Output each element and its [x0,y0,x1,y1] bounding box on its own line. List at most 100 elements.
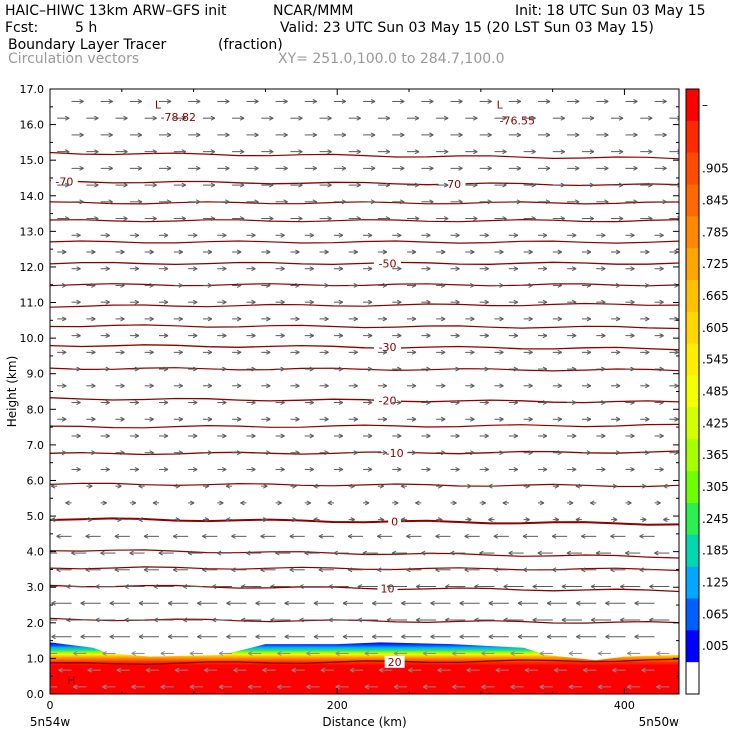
colorbar-swatch [686,598,699,631]
vector-head [481,684,486,690]
vector-head [210,149,216,155]
vector-head [117,483,122,489]
vector-head [251,366,256,372]
axes: 0.0 1.0 2.0 3.0 4.0 5.0 6.0 7.0 8.0 9.0 10.0 11.0 12… [5,83,679,729]
vector-head [129,550,134,556]
vector-head [385,216,391,221]
vector-head [473,115,478,121]
vector-head [464,567,469,573]
colorbar-label: .665 [702,289,729,303]
vector-head [167,634,173,640]
vector-head [487,199,492,205]
vector-head [120,416,125,422]
contour-label-bg [388,515,402,528]
vector-head [197,634,202,640]
vector-head [181,182,187,188]
vector-head [120,249,125,255]
vector-head [574,165,580,171]
vector-head [292,517,297,523]
vector-head [211,584,217,589]
vector-head [353,349,358,355]
vector-head [195,99,201,104]
vector-head [105,232,110,238]
vector-head [674,349,679,355]
contour-label: 0 [391,516,398,529]
vector-head [641,667,646,673]
vector-head [204,667,209,673]
vector-head [378,667,384,673]
vector-head [571,232,577,238]
y-tick-label: 13.0 [20,225,45,238]
vector-head [76,266,81,272]
vector-head [429,165,434,171]
vector-head [437,483,443,489]
vector-head [269,115,274,121]
vector-head [502,216,507,221]
vector-head [138,600,144,606]
vector-head [362,550,368,556]
vector-head [211,617,217,623]
vector-head [328,617,333,623]
vector-head [458,132,463,138]
vector-head [601,266,606,272]
vector-head [192,299,198,305]
y-tick-label: 11.0 [20,297,45,310]
vector-head [182,617,188,623]
vector-head [612,667,617,673]
vector-head [455,400,460,405]
vector-head [459,600,464,606]
vector-head [426,366,431,372]
vector-head [304,550,309,556]
vector-head [241,617,246,623]
vector-head [663,517,668,523]
vector-head [411,450,417,456]
annotations: L-78.82L-76.55H [67,99,535,687]
y-tick-label: 15.0 [20,154,45,167]
vector-head [149,282,154,288]
colorbar-label: .245 [702,512,729,526]
vector-head [502,500,508,506]
vector-head [353,282,358,288]
init-time: Init: 18 UTC Sun 03 May 15 [515,3,706,19]
vector-head [656,684,661,690]
annotation-h: H [67,674,75,687]
vector-head [364,500,370,506]
vector-head [396,466,402,472]
vector-head [236,316,242,322]
vector-head [645,316,650,322]
vector-head [539,650,544,656]
vector-head [280,299,285,305]
vector-head [342,634,348,640]
vector-head [581,567,586,573]
vector-head [178,349,184,355]
vector-head [464,533,469,539]
colorbar-label: .365 [702,448,729,462]
vector-head [123,182,128,188]
vector-head [356,149,361,155]
y-tick-label: 16.0 [20,119,45,132]
vector-head [430,634,435,640]
vector-head [58,667,63,673]
vector-head [327,115,332,121]
vector-head [236,349,242,355]
vector-head [56,567,61,573]
vector-head [280,333,285,339]
vector-head [571,433,577,439]
vector-head [560,216,565,221]
vector-head [222,266,227,272]
vector-head [411,316,417,322]
field-name: Boundary Layer Tracer [8,37,167,53]
colorbar-swatch [686,184,699,217]
vector-head [401,600,406,606]
vector-head [615,249,621,255]
vector-head [589,115,595,121]
contour-line [50,151,679,160]
vector-head [659,366,664,372]
vector-head [513,366,519,372]
vector-head [134,333,140,339]
vector-head [499,316,504,322]
colorbar-label: .005 [702,639,729,653]
vector-head [455,466,460,472]
vector-head [91,249,96,255]
vector-head [91,450,96,456]
